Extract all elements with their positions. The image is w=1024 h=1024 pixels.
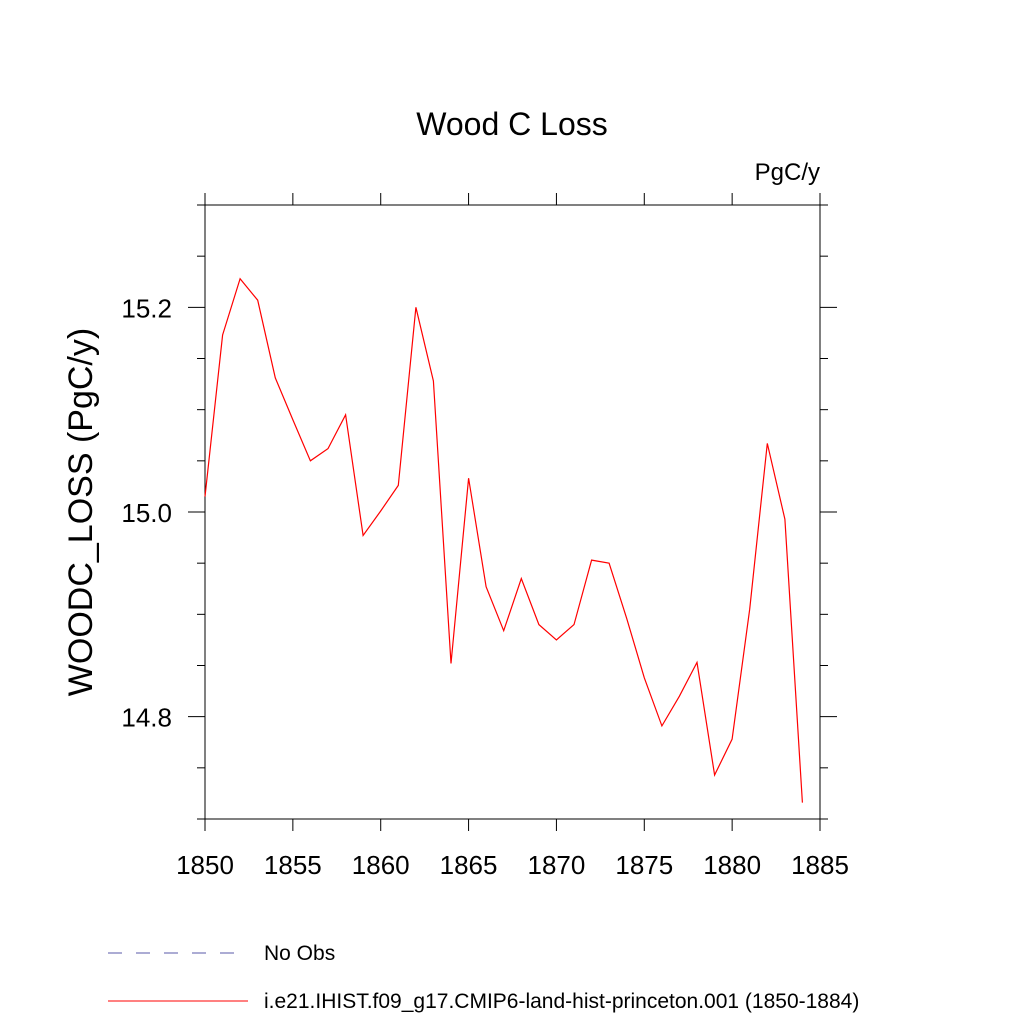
series-group xyxy=(204,277,803,803)
x-tick-label: 1875 xyxy=(615,850,673,880)
legend-label-model-run: i.e21.IHIST.f09_g17.CMIP6-land-hist-prin… xyxy=(264,990,859,1013)
axis-ticks xyxy=(188,193,837,831)
plot-frame xyxy=(204,204,821,820)
chart-title: Wood C Loss xyxy=(416,106,608,142)
x-tick-label: 1855 xyxy=(264,850,322,880)
x-tick-label: 1865 xyxy=(440,850,498,880)
x-tick-labels: 1850 1855 1860 1865 1870 1875 1880 1885 xyxy=(176,850,849,880)
x-tick-label: 1860 xyxy=(352,850,410,880)
y-tick-label: 15.0 xyxy=(121,498,172,528)
y-tick-label: 15.2 xyxy=(121,293,172,323)
y-tick-label: 14.8 xyxy=(121,703,172,733)
x-tick-label: 1880 xyxy=(703,850,761,880)
series-line xyxy=(204,277,803,803)
y-tick-labels: 14.8 15.0 15.2 xyxy=(121,293,172,732)
y-axis-label: WOODC_LOSS (PgC/y) xyxy=(62,328,100,696)
x-tick-label: 1870 xyxy=(528,850,586,880)
x-tick-label: 1885 xyxy=(791,850,849,880)
units-label: PgC/y xyxy=(755,159,820,186)
x-tick-label: 1850 xyxy=(176,850,234,880)
legend-label-no-obs: No Obs xyxy=(264,942,335,965)
legend: No Obs i.e21.IHIST.f09_g17.CMIP6-land-hi… xyxy=(108,942,859,1013)
